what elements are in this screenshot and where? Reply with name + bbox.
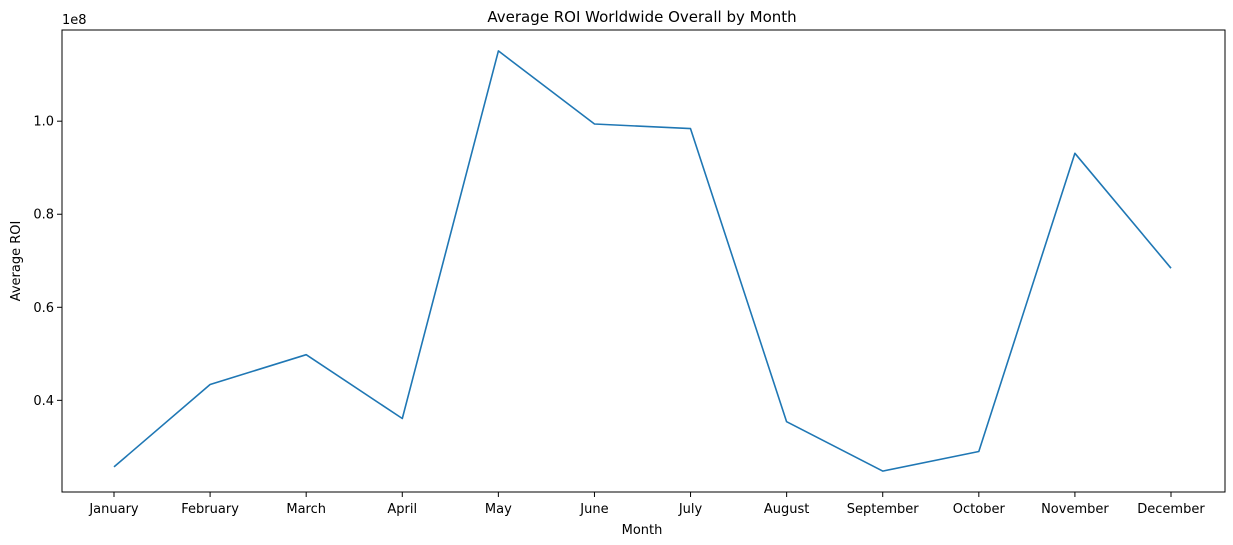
y-axis-ticks: 0.4 0.6 0.8 1.0 xyxy=(33,115,62,409)
y-tick-label: 0.8 xyxy=(33,208,54,223)
x-tick-label: September xyxy=(847,502,920,517)
x-tick-label: June xyxy=(579,502,608,517)
series-line xyxy=(113,50,1172,472)
y-tick-label: 0.4 xyxy=(33,394,54,409)
axes-frame xyxy=(61,29,1226,493)
plot-area: January February March April May June July Augu… xyxy=(33,29,1226,517)
x-tick-label: January xyxy=(88,502,139,517)
x-tick-label: July xyxy=(678,502,703,517)
x-axis-label: Month xyxy=(622,523,663,538)
y-tick-label: 0.6 xyxy=(33,301,54,316)
x-tick-label: May xyxy=(485,502,512,517)
x-tick-label: November xyxy=(1041,502,1109,517)
y-tick-label: 1.0 xyxy=(33,115,54,130)
x-tick-label: August xyxy=(764,502,810,517)
y-axis-label: Average ROI xyxy=(9,221,24,302)
series-layer xyxy=(113,50,1172,472)
x-tick-label: April xyxy=(387,502,417,517)
x-tick-label: December xyxy=(1137,502,1205,517)
chart-title: Average ROI Worldwide Overall by Month xyxy=(487,8,796,26)
x-axis-ticks: January February March April May June July Augu… xyxy=(88,492,1205,517)
x-tick-label: October xyxy=(953,502,1006,517)
y-axis-offset-label: 1e8 xyxy=(62,13,87,28)
x-tick-label: February xyxy=(181,502,239,517)
x-tick-label: March xyxy=(286,502,326,517)
